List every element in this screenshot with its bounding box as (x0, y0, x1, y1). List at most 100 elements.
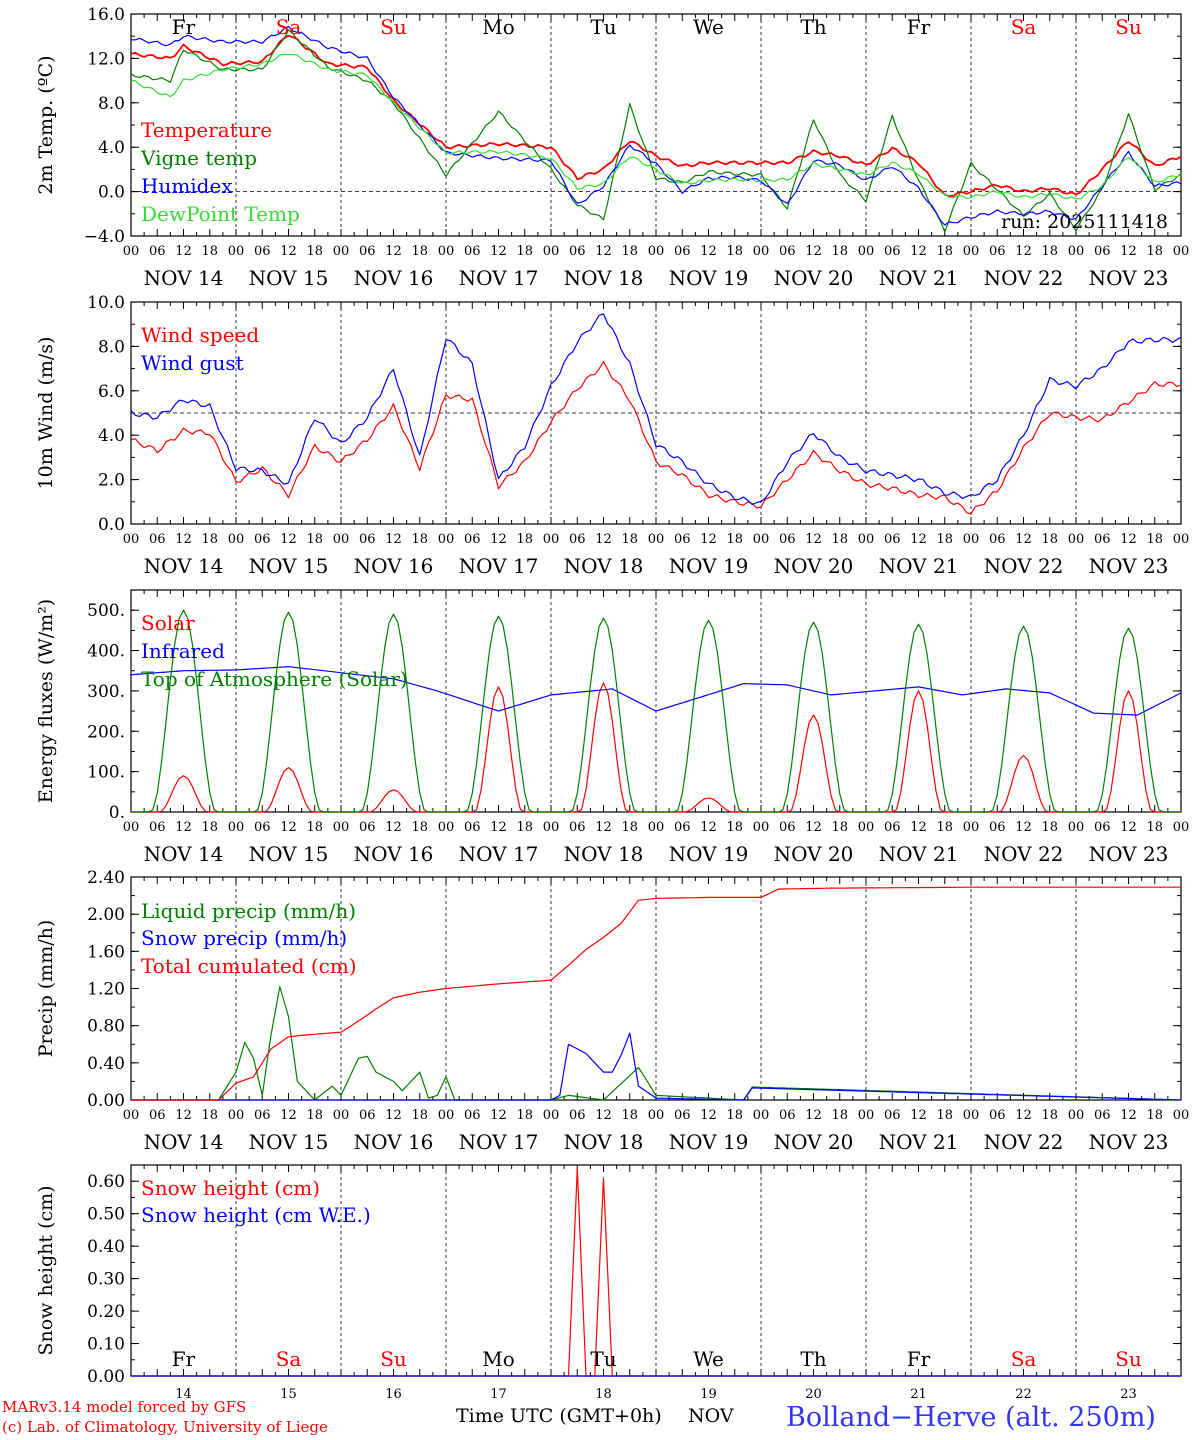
hour-tick-label: 18 (306, 532, 323, 547)
hour-tick-label: 18 (516, 244, 533, 259)
day-name-label: Fr (172, 1347, 196, 1371)
day-number-label: 23 (1120, 1387, 1137, 1402)
day-name-label: We (693, 1347, 724, 1371)
y-axis-label: 10m Wind (m/s) (35, 337, 57, 490)
date-label: NOV 23 (1089, 842, 1169, 866)
date-label: NOV 21 (879, 554, 959, 578)
hour-tick-label: 00 (963, 820, 980, 835)
date-label: NOV 19 (669, 842, 749, 866)
date-label: NOV 14 (144, 842, 224, 866)
hour-tick-label: 12 (490, 244, 507, 259)
y-tick-label: 0.0 (98, 183, 125, 203)
hour-tick-label: 00 (648, 820, 665, 835)
hour-tick-label: 06 (884, 532, 901, 547)
day-name-label: Sa (276, 15, 302, 39)
hour-tick-label: 06 (1094, 244, 1111, 259)
hour-tick-label: 06 (464, 820, 481, 835)
date-label: NOV 18 (564, 554, 644, 578)
hour-tick-label: 00 (963, 244, 980, 259)
day-name-label: Fr (907, 1347, 931, 1371)
legend-entry: DewPoint Temp (141, 202, 300, 226)
y-tick-label: 2.0 (98, 471, 125, 491)
hour-tick-label: 18 (936, 244, 953, 259)
hour-tick-label: 06 (569, 532, 586, 547)
hour-tick-label: 18 (726, 1108, 743, 1123)
hour-tick-label: 12 (1120, 244, 1137, 259)
hour-tick-label: 18 (621, 1108, 638, 1123)
legend-entry: Vigne temp (140, 146, 257, 170)
hour-tick-label: 18 (1041, 1108, 1058, 1123)
hour-tick-label: 06 (464, 244, 481, 259)
date-label: NOV 16 (354, 554, 434, 578)
legend-entry: Snow precip (mm/h) (141, 926, 347, 950)
y-tick-label: 0.00 (87, 1367, 125, 1387)
hour-tick-label: 00 (438, 532, 455, 547)
hour-tick-label: 06 (1094, 820, 1111, 835)
day-name-label: Mo (482, 1347, 515, 1371)
date-label: NOV 22 (984, 266, 1064, 290)
day-number-label: 22 (1015, 1387, 1032, 1402)
y-axis-label: 2m Temp. (ºC) (35, 55, 57, 194)
hour-tick-label: 18 (306, 820, 323, 835)
day-number-label: 17 (490, 1387, 507, 1402)
hour-tick-label: 18 (201, 820, 218, 835)
hour-tick-label: 18 (726, 244, 743, 259)
hour-tick-label: 00 (648, 1108, 665, 1123)
y-tick-label: 8.0 (98, 337, 125, 357)
hour-tick-label: 12 (1120, 532, 1137, 547)
day-number-label: 16 (385, 1387, 402, 1402)
hour-tick-label: 18 (411, 1108, 428, 1123)
date-label: NOV 23 (1089, 554, 1169, 578)
hour-tick-label: 00 (123, 244, 140, 259)
panel-wind: 10.0 8.0 6.0 4.0 2.0 0.0 10m Wind (m/s) Wind sp… (35, 293, 1189, 578)
y-tick-label: 2.00 (87, 905, 125, 925)
hour-tick-label: 18 (516, 532, 533, 547)
hour-tick-label: 18 (306, 244, 323, 259)
hour-tick-label: 12 (805, 244, 822, 259)
day-name-label: Sa (1011, 1347, 1037, 1371)
series-line-wind-speed (130, 360, 1182, 515)
hour-tick-label: 06 (1094, 1108, 1111, 1123)
panel-temperature: 16.0 12.0 8.0 4.0 0.0 −4.0 2m Temp. (ºC) Temper… (35, 5, 1189, 290)
hour-tick-label: 00 (333, 244, 350, 259)
hour-tick-label: 12 (490, 532, 507, 547)
legend-entry: Wind speed (141, 323, 259, 347)
hour-tick-label: 00 (1173, 244, 1190, 259)
y-tick-label: 0. (109, 803, 125, 823)
series-line-wind-gust (130, 313, 1182, 506)
hour-tick-label: 00 (1068, 1108, 1085, 1123)
day-name-label: Tu (590, 1347, 616, 1371)
date-label: NOV 19 (669, 554, 749, 578)
hour-tick-label: 06 (359, 820, 376, 835)
footer-model-text: MARv3.14 model forced by GFS (2, 1398, 247, 1416)
hour-tick-label: 12 (1015, 532, 1032, 547)
date-label: NOV 22 (984, 842, 1064, 866)
hour-tick-label: 18 (201, 532, 218, 547)
y-tick-label: 0.40 (87, 1054, 125, 1074)
day-name-label: Su (380, 15, 407, 39)
y-tick-label: 4.0 (98, 426, 125, 446)
hour-tick-label: 12 (910, 244, 927, 259)
y-tick-label: 0.20 (87, 1302, 125, 1322)
series-line-vigne-temp (130, 29, 1182, 233)
y-tick-label: 8.0 (98, 94, 125, 114)
hour-tick-label: 12 (700, 1108, 717, 1123)
hour-tick-label: 18 (1146, 532, 1163, 547)
date-label: NOV 20 (774, 266, 854, 290)
hour-tick-label: 00 (1068, 820, 1085, 835)
hour-tick-label: 00 (1173, 532, 1190, 547)
day-name-label: We (693, 15, 724, 39)
day-number-label: 19 (700, 1387, 717, 1402)
hour-tick-label: 00 (543, 532, 560, 547)
hour-tick-label: 12 (700, 244, 717, 259)
hour-tick-label: 12 (595, 244, 612, 259)
y-tick-label: 4.0 (98, 138, 125, 158)
hour-tick-label: 12 (1015, 1108, 1032, 1123)
legend-entry: Humidex (141, 174, 233, 198)
hour-tick-label: 06 (884, 244, 901, 259)
hour-tick-label: 18 (1146, 244, 1163, 259)
series-line-humidex (130, 25, 1182, 226)
date-label: NOV 23 (1089, 266, 1169, 290)
hour-tick-label: 18 (1041, 244, 1058, 259)
hour-tick-label: 12 (910, 820, 927, 835)
